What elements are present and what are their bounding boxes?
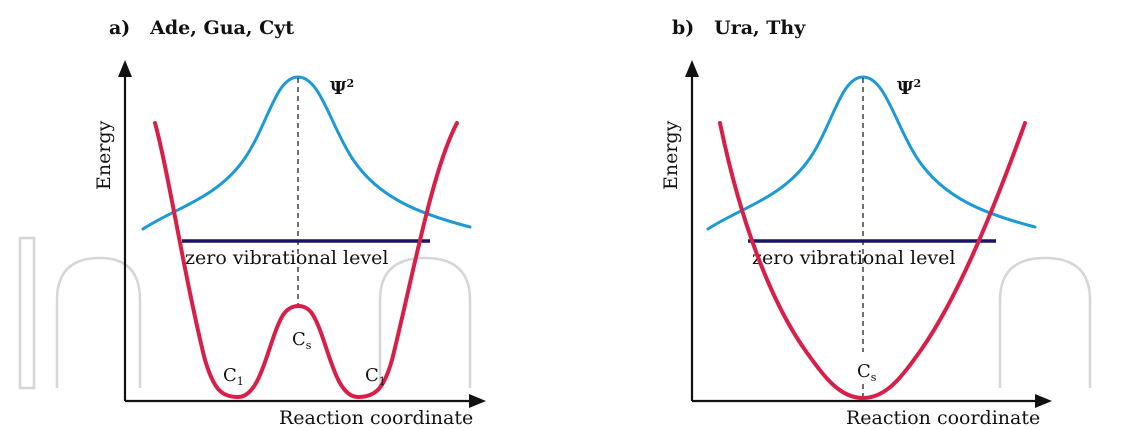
panel-a-psi-squared-label: Ψ2 bbox=[330, 77, 354, 99]
panel-b-psi-squared-curve bbox=[706, 75, 1037, 231]
panel-a-title: a) Ade, Gua, Cyt bbox=[109, 17, 294, 39]
panel-a-y-axis-arrow-icon bbox=[118, 60, 132, 77]
panel-a-state-label-c1-right: C1 bbox=[365, 365, 386, 388]
panel-a-psi-squared-curve bbox=[141, 75, 472, 231]
panel-b-x-axis-arrow-icon bbox=[1035, 394, 1052, 408]
panel-b-psi-squared-label: Ψ2 bbox=[897, 77, 921, 99]
panel-a: a) Ade, Gua, Cyt Energy Reaction coordin… bbox=[93, 17, 486, 429]
panel-b-y-axis-label: Energy bbox=[660, 120, 682, 190]
panel-a-y-axis-label: Energy bbox=[93, 120, 115, 190]
panel-b-x-axis-label: Reaction coordinate bbox=[846, 407, 1040, 429]
panel-b-zero-vibrational-level-label: zero vibrational level bbox=[752, 247, 955, 269]
panel-a-zero-vibrational-level-label: zero vibrational level bbox=[185, 247, 388, 269]
panel-a-state-label-c1-left: C1 bbox=[223, 365, 244, 388]
watermark bbox=[18, 236, 1092, 390]
panel-a-state-label-cs: Cs bbox=[292, 329, 312, 352]
panel-a-x-axis-label: Reaction coordinate bbox=[279, 407, 473, 429]
panel-b-title: b) Ura, Thy bbox=[672, 17, 806, 39]
panel-b-y-axis-arrow-icon bbox=[685, 60, 699, 77]
panel-a-x-axis-arrow-icon bbox=[469, 394, 486, 408]
panel-a-double-well-potential bbox=[153, 121, 459, 399]
panel-b: b) Ura, Thy Energy Reaction coordinate Ψ… bbox=[660, 17, 1052, 429]
panel-b-state-label-cs: Cs bbox=[857, 361, 877, 384]
panel-b-single-well-potential bbox=[718, 121, 1027, 400]
